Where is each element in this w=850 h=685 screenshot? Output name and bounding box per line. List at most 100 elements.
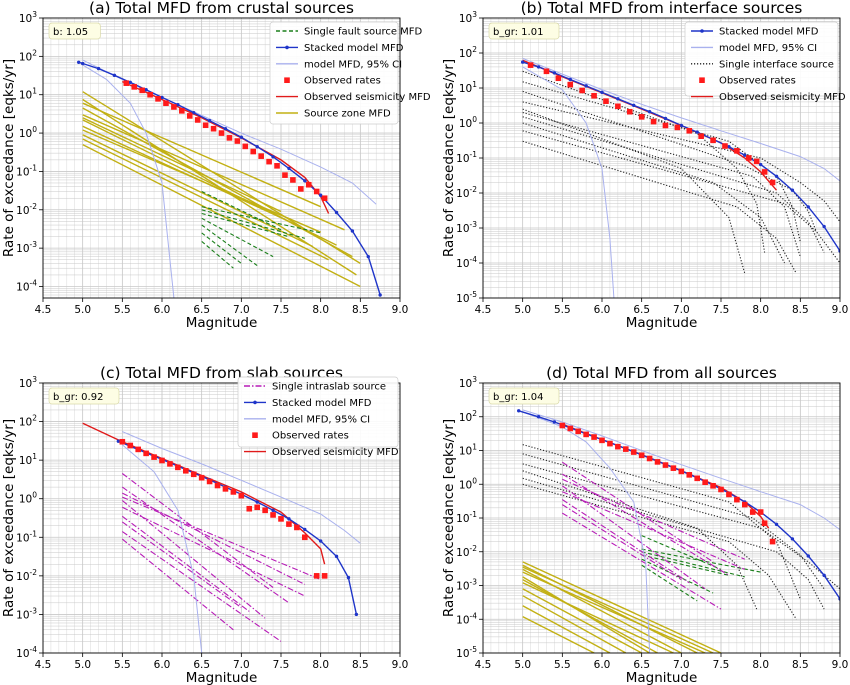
observed-rate-point — [722, 143, 728, 149]
y-tick-label: 10-4 — [456, 255, 477, 270]
y-tick-label: 10-2 — [16, 202, 37, 217]
stacked-model-point — [806, 554, 810, 558]
source-zone-mfd-line — [82, 102, 321, 208]
observed-rate-point — [186, 113, 193, 119]
observed-rate-point — [742, 501, 748, 508]
ci-lower-line — [522, 66, 615, 298]
observed-rate-point — [567, 425, 574, 432]
ci-lower-line — [82, 64, 175, 298]
b-value-box — [488, 387, 560, 405]
observed-rate-point — [218, 130, 225, 136]
intraslab-source-line — [121, 538, 234, 631]
y-tick-label: 103 — [459, 375, 477, 390]
fault-source-mfd-line — [201, 206, 321, 234]
fault-source-mfd-line — [201, 240, 234, 269]
observed-rate-point — [710, 482, 716, 489]
observed-rate-point — [698, 133, 704, 139]
stacked-model-point — [160, 95, 164, 100]
stacked-model-point — [822, 224, 826, 229]
x-tick-label: 4.5 — [35, 304, 52, 316]
x-tick-label: 6.5 — [193, 659, 210, 671]
y-axis-label: Rate of exceedance [eqks/yr] — [441, 419, 457, 617]
fault-source-mfd-line — [201, 217, 274, 258]
panel-title: (d) Total MFD from all sources — [546, 364, 777, 382]
intraslab-source-line — [562, 473, 730, 576]
observed-rate-point — [543, 68, 550, 75]
stacked-model-point — [552, 71, 557, 75]
x-tick-label: 7.0 — [233, 304, 250, 316]
observed-rate-point — [718, 486, 724, 493]
stacked-model-point — [192, 110, 196, 115]
interface-source-line — [522, 477, 825, 610]
observed-rate-point — [321, 573, 328, 579]
observed-rate-point — [670, 465, 677, 471]
stacked-model-point — [80, 61, 85, 66]
x-tick-label: 5.0 — [74, 659, 91, 671]
x-tick-label: 9.0 — [832, 304, 849, 316]
stacked-model-point — [536, 65, 541, 69]
legend-swatch — [252, 432, 258, 438]
interface-source-line — [522, 463, 840, 590]
observed-rate-point — [123, 80, 130, 86]
b-value-box — [48, 387, 120, 405]
observed-rate-point — [753, 158, 760, 165]
observed-rate-point — [694, 475, 700, 482]
legend-entry-label: model MFD, 95% CI — [272, 414, 370, 425]
stacked-model-point — [536, 415, 541, 419]
x-tick-label: 6.0 — [154, 659, 171, 671]
legend-entry-label: Single interface source — [719, 59, 834, 70]
observed-rate-point — [206, 478, 213, 485]
y-tick-label: 102 — [19, 414, 37, 429]
intraslab-source-line — [562, 504, 682, 581]
observed-rate-point — [650, 118, 657, 125]
y-tick-label: 10-1 — [456, 150, 477, 165]
y-tick-label: 102 — [459, 409, 477, 424]
legend-swatch-marker — [700, 29, 704, 33]
legend-entry-label: Single fault source MFD — [304, 27, 423, 38]
observed-rate-point — [654, 459, 661, 465]
observed-rate-point — [607, 440, 613, 447]
observed-rate-point — [662, 122, 669, 129]
x-axis-label: Magnitude — [626, 670, 698, 685]
y-tick-label: 10-3 — [16, 606, 37, 621]
interface-source-line — [522, 470, 758, 610]
source-zone-mfd-line — [82, 107, 353, 258]
stacked-model-point — [695, 130, 699, 134]
observed-rate-point — [242, 143, 249, 150]
stacked-model-point — [287, 517, 291, 521]
observed-rate-point — [147, 91, 153, 98]
observed-rate-point — [313, 188, 320, 195]
intraslab-source-line — [561, 485, 706, 590]
observed-rate-point — [313, 573, 320, 579]
ci-lower-line — [121, 444, 203, 653]
b-value-box — [48, 22, 101, 40]
observed-rate-point — [179, 108, 185, 114]
panel-d: 4.5 5.0 5.5 6.0 6.5 7.0 7.5 8.0 8.5 9.0 10-5 10-4 10… — [441, 364, 848, 685]
y-tick-label: 103 — [19, 10, 37, 25]
legend-swatch — [284, 77, 290, 83]
source-zone-mfd-line — [522, 578, 658, 653]
observed-rate-point — [575, 428, 581, 435]
observed-rate-point — [686, 472, 693, 478]
fault-source-mfd-line — [641, 564, 698, 602]
observed-rate-point — [591, 92, 597, 99]
legend-swatch-marker — [253, 400, 257, 405]
x-tick-label: 5.0 — [74, 304, 91, 316]
plot-area — [82, 422, 361, 653]
observed-rate-point — [266, 158, 272, 165]
intraslab-source-line — [561, 461, 714, 563]
legend-entry-label: Stacked model MFD — [719, 27, 819, 38]
stacked-model-point — [647, 110, 652, 114]
observed-rate-point — [202, 122, 209, 129]
x-tick-label: 6.5 — [633, 659, 650, 671]
observed-rate-point — [745, 155, 752, 161]
y-tick-label: 100 — [19, 125, 37, 140]
observed-rate-point — [734, 496, 740, 503]
observed-rate-point — [250, 148, 257, 155]
stacked-model-point — [743, 153, 747, 157]
stacked-model-point — [584, 84, 588, 88]
plot-area — [517, 409, 840, 653]
observed-rate-point — [167, 461, 173, 467]
x-tick-label: 8.5 — [792, 304, 809, 316]
stacked-model-point — [679, 123, 684, 128]
